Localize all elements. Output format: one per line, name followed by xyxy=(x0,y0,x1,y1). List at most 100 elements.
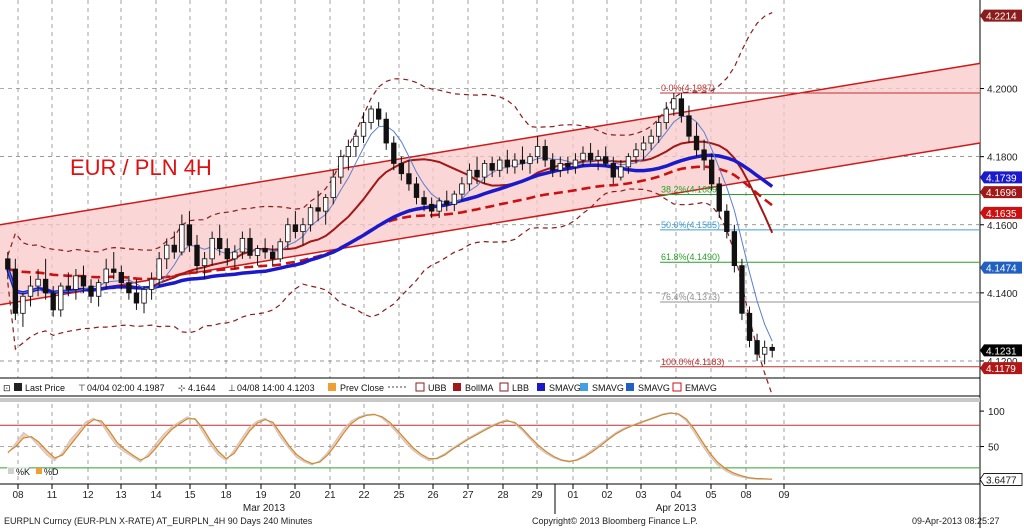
legend-low-marker-icon: ⊥ xyxy=(228,383,236,393)
x-tick-label: 01 xyxy=(567,490,579,501)
x-tick-label: 14 xyxy=(150,490,162,501)
candle-body xyxy=(42,278,49,294)
legend-smavg3[interactable]: SMAVG xyxy=(638,383,670,393)
candle-body xyxy=(322,197,329,212)
candle-body xyxy=(292,224,299,232)
candle-body xyxy=(504,159,510,168)
candle-body xyxy=(565,163,571,168)
candle-body xyxy=(413,183,420,198)
month-label: Apr 2013 xyxy=(656,503,697,514)
candle-body xyxy=(383,118,389,144)
stoch-tick-label: 100 xyxy=(988,407,1005,418)
candle-body xyxy=(663,108,669,123)
legend-prev-close[interactable]: Prev Close xyxy=(340,383,384,393)
candle-body xyxy=(307,207,314,226)
candle-body xyxy=(557,163,563,171)
x-tick-label: 19 xyxy=(255,490,267,501)
candle-body xyxy=(353,135,359,147)
x-tick-label: 22 xyxy=(358,490,370,501)
candle-body xyxy=(270,251,276,260)
x-tick-label: 04 xyxy=(670,490,682,501)
panel-splitter[interactable] xyxy=(0,398,980,402)
legend-bar: ⊡ Last Price ⊤ 04/04 02:00 4.1987 ⊹ 4.16… xyxy=(3,382,717,393)
price-tag-label: 4.1474 xyxy=(986,264,1017,275)
candle-body xyxy=(481,163,488,178)
candle-body xyxy=(489,163,495,171)
candle-body xyxy=(603,156,609,164)
stoch-d-label: %D xyxy=(44,467,59,477)
legend-emavg[interactable]: EMAVG xyxy=(685,383,717,393)
candle-body xyxy=(648,135,654,144)
legend-smavg2-swatch xyxy=(580,383,588,391)
legend-ubb[interactable]: UBB xyxy=(428,383,447,393)
y-tick-label: 4.1800 xyxy=(987,153,1018,164)
price-tag-bg xyxy=(980,206,1022,219)
x-tick-label: 08 xyxy=(12,490,24,501)
candle-body xyxy=(466,169,473,185)
footer-security: EURPLN Curncy (EUR-PLN X-RATE) AT_EURPLN… xyxy=(4,516,313,526)
stoch-d-swatch xyxy=(36,468,42,474)
smavg-fast-line xyxy=(7,116,773,342)
candle-body xyxy=(391,142,397,164)
fib-label: 76.4%(4.1373) xyxy=(661,292,720,302)
price-tags: 4.2214 4.1739 4.1696 4.1635 4.1474 4.1231 4.11… xyxy=(980,9,1022,375)
candle-body xyxy=(527,156,533,164)
price-tag-label: 4.1231 xyxy=(986,346,1017,357)
legend-high-marker-icon: ⊤ xyxy=(78,383,86,393)
stoch-k-swatch xyxy=(8,468,14,474)
month-label: Mar 2013 xyxy=(243,503,286,514)
legend-smavg1[interactable]: SMAVG xyxy=(549,383,581,393)
x-tick-label: 05 xyxy=(705,490,717,501)
candle-body xyxy=(5,258,11,270)
candle-body xyxy=(232,251,238,260)
candle-body xyxy=(519,159,526,164)
stochastic-panel xyxy=(7,411,773,480)
x-tick-label: 26 xyxy=(427,490,439,501)
candle-body xyxy=(111,268,117,273)
y-tick-label: 4.2000 xyxy=(987,85,1018,96)
x-tick-label: 02 xyxy=(601,490,613,501)
price-tag-bg xyxy=(980,186,1022,199)
candle-body xyxy=(686,115,692,137)
candle-body xyxy=(118,272,124,284)
candle-body xyxy=(65,285,72,290)
indicator-lines xyxy=(6,12,774,396)
candle-body xyxy=(739,265,745,314)
candle-body xyxy=(35,278,41,287)
candle-body xyxy=(285,224,291,243)
stochastic-axis: 100 50 3.6477 xyxy=(979,407,1023,486)
candle-body xyxy=(88,285,94,297)
candle-body xyxy=(73,275,79,290)
candle-body xyxy=(20,295,26,314)
candle-body xyxy=(428,203,435,212)
candle-body xyxy=(50,292,56,311)
candle-body xyxy=(625,156,632,168)
stochastic-grid xyxy=(0,404,980,482)
candle-body xyxy=(156,258,162,280)
price-tag-label: 4.1696 xyxy=(986,188,1017,199)
candle-body xyxy=(194,244,200,267)
legend-bollma[interactable]: BollMA xyxy=(465,383,494,393)
x-tick-label: 28 xyxy=(497,490,509,501)
legend-last-price[interactable]: Last Price xyxy=(25,383,65,393)
candle-body xyxy=(164,244,170,260)
legend-lbb[interactable]: LBB xyxy=(512,383,529,393)
candle-body xyxy=(27,285,34,297)
legend-high-value: 04/04 02:00 4.1987 xyxy=(87,383,165,393)
chart-title: EUR / PLN 4H xyxy=(70,155,212,180)
fibonacci-levels: 0.0%(4.1987) 38.2%(4.1689) 50.0%(4.1585) 61… xyxy=(660,83,980,368)
x-tick-label: 20 xyxy=(289,490,301,501)
candle-body xyxy=(95,282,102,297)
candle-body xyxy=(277,241,283,260)
x-tick-label: 18 xyxy=(220,490,232,501)
candle-body xyxy=(640,142,647,151)
candle-body xyxy=(360,122,367,137)
legend-smavg2[interactable]: SMAVG xyxy=(592,383,624,393)
footer-copyright: Copyright© 2013 Bloomberg Finance L.P. xyxy=(532,516,698,526)
legend-collapse-icon[interactable]: ⊡ xyxy=(3,383,11,393)
x-tick-label: 08 xyxy=(740,490,752,501)
channel-upper-line xyxy=(0,62,981,226)
price-tag-label: 4.1739 xyxy=(986,173,1017,184)
